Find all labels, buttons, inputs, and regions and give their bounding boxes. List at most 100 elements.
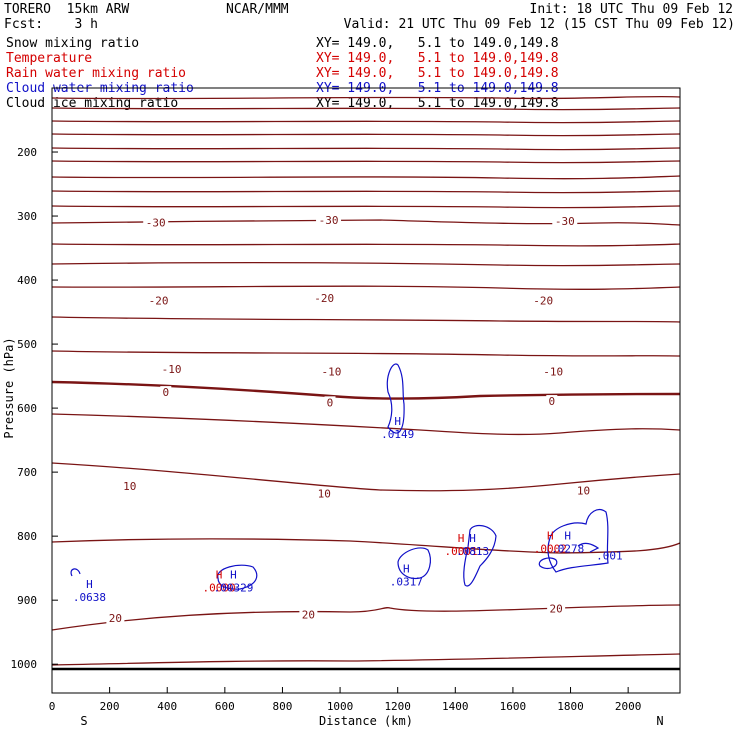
isotherm xyxy=(51,285,681,290)
isotherm xyxy=(51,190,681,194)
field-xy-cloud-ice: XY= 149.0, 5.1 to 149.0,149.8 xyxy=(316,96,559,111)
cloud-contour xyxy=(547,509,609,573)
isotherm xyxy=(51,175,681,180)
extremum-value: .0149 xyxy=(381,428,414,441)
isotherm xyxy=(51,653,681,666)
cloud-contour xyxy=(538,557,558,570)
field-xy-cloud-water: XY= 149.0, 5.1 to 149.0,149.8 xyxy=(316,81,559,96)
contour-label: 20 xyxy=(109,612,122,625)
isotherm xyxy=(51,147,681,151)
isotherm xyxy=(51,538,681,554)
extremum-value: .0638 xyxy=(73,591,106,604)
contour-label: 0 xyxy=(162,386,169,399)
extremum-mark: H xyxy=(403,563,410,576)
y-tick-label: 800 xyxy=(17,530,37,543)
extremum-mark: H xyxy=(394,415,401,428)
contour-label-bg xyxy=(318,365,344,378)
isotherm xyxy=(51,107,681,111)
contour-label: 20 xyxy=(302,608,315,621)
x-tick-label: 800 xyxy=(273,700,293,713)
north-endpoint: N xyxy=(656,714,663,728)
field-xy-temperature: XY= 149.0, 5.1 to 149.0,149.8 xyxy=(316,51,559,66)
field-name-rain: Rain water mixing ratio xyxy=(6,66,187,81)
cloud-contour xyxy=(397,547,431,580)
contour-label-bg xyxy=(146,294,172,307)
isotherm xyxy=(51,95,681,100)
x-tick-label: 600 xyxy=(215,700,235,713)
isotherm xyxy=(51,413,681,436)
extremum-mark: H xyxy=(547,529,554,542)
contour-label: 10 xyxy=(318,487,331,500)
contour-label-bg xyxy=(143,216,169,229)
cloud-contour xyxy=(70,568,81,577)
plot-frame xyxy=(51,87,681,694)
cloud-contour xyxy=(217,564,258,590)
x-tick-label: 1400 xyxy=(442,700,469,713)
y-tick-label: 500 xyxy=(17,338,37,351)
contour-label: 20 xyxy=(550,602,563,615)
south-endpoint: S xyxy=(80,714,87,728)
extremum-mark: H xyxy=(469,532,476,545)
extremum-value: .0278 xyxy=(551,542,584,555)
contour-label: -20 xyxy=(149,295,169,308)
contour-label-bg xyxy=(311,291,337,304)
contour-label-bg xyxy=(160,386,172,399)
contour-label-bg xyxy=(530,294,556,307)
contour-label-bg xyxy=(574,484,593,497)
extrema-labels: H.0638H.0000H.00329H.0149H.0317H.0001H.0… xyxy=(73,415,623,604)
contour-label: -30 xyxy=(319,214,339,227)
x-tick-label: 1800 xyxy=(557,700,584,713)
contour-label-bg xyxy=(324,396,336,409)
contour-label-bg xyxy=(552,215,578,228)
cloud-contour xyxy=(463,524,497,587)
x-tick-label: 1000 xyxy=(327,700,354,713)
contour-label: 0 xyxy=(548,395,555,408)
y-tick-label: 200 xyxy=(17,146,37,159)
y-tick-label: 1000 xyxy=(11,658,38,671)
isotherm xyxy=(51,205,681,209)
extremum-mark: H xyxy=(86,578,93,591)
isotherm xyxy=(51,120,681,124)
field-name-snow: Snow mixing ratio xyxy=(6,36,140,51)
axes xyxy=(51,87,681,694)
contour-label: -10 xyxy=(321,366,341,379)
extremum-value: .0001 xyxy=(445,545,478,558)
cloud-contour xyxy=(577,542,600,553)
isotherm-zero xyxy=(51,380,681,400)
contour-label-bg xyxy=(106,612,125,625)
field-xy-rain: XY= 149.0, 5.1 to 149.0,149.8 xyxy=(316,66,559,81)
isotherm xyxy=(51,604,681,631)
x-tick-label: 400 xyxy=(157,700,177,713)
y-tick-label: 700 xyxy=(17,466,37,479)
x-tick-label: 1200 xyxy=(384,700,411,713)
extremum-value: .0002 xyxy=(534,542,567,555)
x-tick-label: 200 xyxy=(100,700,120,713)
contour-label-bg xyxy=(316,213,342,226)
extremum-mark: H xyxy=(458,532,465,545)
center-label: NCAR/MMM xyxy=(226,2,289,17)
forecast-hour: Fcst: 3 h xyxy=(4,17,98,32)
contour-label-bg xyxy=(315,487,334,500)
isotherm xyxy=(51,350,681,357)
extremum-mark: H xyxy=(216,568,223,581)
contour-label-bg xyxy=(547,602,566,615)
cloud-contour xyxy=(386,363,405,434)
extremum-value: .001 xyxy=(596,549,623,562)
isotherm xyxy=(51,316,681,323)
contour-label: 10 xyxy=(577,485,590,498)
y-tick-label: 300 xyxy=(17,210,37,223)
valid-time: Valid: 21 UTC Thu 09 Feb 12 (15 CST Thu … xyxy=(343,17,735,32)
contour-label-bg xyxy=(120,480,139,493)
isotherm xyxy=(51,133,681,137)
x-tick-label: 2000 xyxy=(615,700,642,713)
field-xy-snow: XY= 149.0, 5.1 to 149.0,149.8 xyxy=(316,36,559,51)
extremum-value: .0000 xyxy=(203,581,236,594)
isotherm xyxy=(51,219,681,226)
temperature-labels: -30 -30 -30 -20 -20 -20 -10 -10 -10 0 0 0 10 10 10 20 20… xyxy=(106,213,593,625)
isotherm xyxy=(51,462,681,492)
init-time: Init: 18 UTC Thu 09 Feb 12 xyxy=(529,2,734,17)
cloud-water-contours xyxy=(70,363,609,590)
y-tick-label: 900 xyxy=(17,594,37,607)
y-tick-label: 600 xyxy=(17,402,37,415)
field-name-cloud-ice: Cloud ice mixing ratio xyxy=(6,96,179,111)
